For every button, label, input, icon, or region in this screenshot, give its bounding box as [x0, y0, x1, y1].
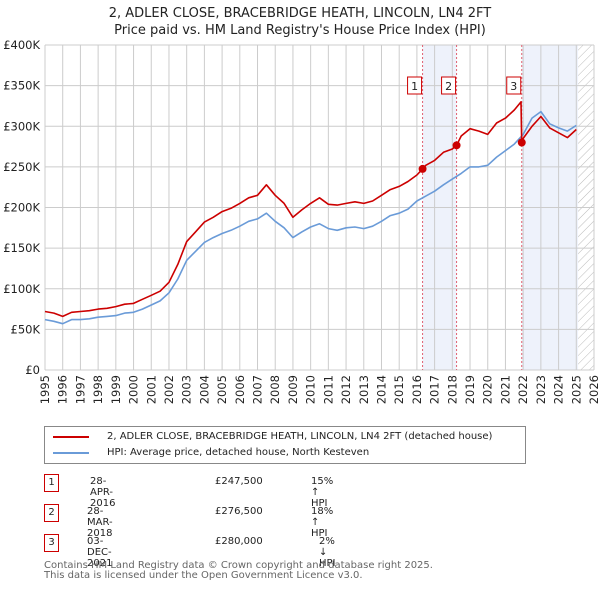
transaction-hpi-diff: 2% ↓ HPI	[319, 536, 336, 569]
y-tick-label: £250K	[3, 160, 40, 174]
transaction-badge: 2	[44, 504, 59, 522]
y-tick-label: £200K	[3, 201, 40, 215]
y-tick-label: £0	[25, 363, 40, 377]
property-price-line	[44, 101, 577, 318]
x-tick-label: 2021	[498, 375, 512, 404]
transaction-date: 03-DEC-2021	[87, 536, 113, 569]
footer: Contains HM Land Registry data © Crown c…	[44, 561, 433, 581]
y-tick-label: £50K	[11, 322, 41, 336]
x-tick-label: 2023	[534, 375, 548, 404]
sale-label: 2	[445, 80, 452, 93]
legend-label-hpi: HPI: Average price, detached house, Nort…	[107, 447, 370, 458]
footer-licence: This data is licensed under the Open Gov…	[44, 570, 363, 581]
sale-label: 1	[411, 80, 418, 93]
x-tick-label: 2016	[410, 375, 424, 404]
x-tick-label: 2011	[321, 375, 335, 404]
x-tick-label: 2020	[481, 375, 495, 404]
x-tick-label: 2000	[127, 375, 141, 404]
legend-label-property: 2, ADLER CLOSE, BRACEBRIDGE HEATH, LINCO…	[107, 431, 493, 442]
hpi-line	[44, 110, 577, 325]
x-tick-label: 2024	[552, 375, 566, 404]
x-tick-label: 2006	[233, 375, 247, 404]
x-tick-label: 2017	[428, 375, 442, 404]
x-tick-label: 2013	[357, 375, 371, 404]
x-tick-label: 2026	[587, 375, 600, 404]
transaction-hpi-diff: 18% ↑ HPI	[311, 506, 334, 539]
legend-swatch-hpi	[53, 451, 89, 454]
sale-label-box	[407, 76, 423, 95]
transaction-date: 28-APR-2016	[90, 476, 116, 509]
sale-point	[452, 141, 461, 150]
x-tick-label: 2004	[197, 375, 211, 404]
x-tick-label: 2002	[162, 375, 176, 404]
x-tick-label: 1998	[91, 375, 105, 404]
sale-point	[418, 164, 427, 173]
y-tick-label: £350K	[3, 79, 40, 93]
x-tick-label: 2005	[215, 375, 229, 404]
legend: 2, ADLER CLOSE, BRACEBRIDGE HEATH, LINCO…	[44, 426, 526, 464]
x-tick-label: 2009	[286, 375, 300, 404]
chart-title: 2, ADLER CLOSE, BRACEBRIDGE HEATH, LINCO…	[108, 6, 492, 21]
transaction-price: £280,000	[215, 536, 263, 547]
sale-point	[517, 138, 526, 147]
transaction-price: £247,500	[215, 476, 263, 487]
x-tick-label: 1999	[109, 375, 123, 404]
transaction-price: £276,500	[215, 506, 263, 517]
x-tick-label: 2022	[516, 375, 530, 404]
x-tick-label: 2014	[374, 375, 388, 404]
x-tick-label: 2015	[392, 375, 406, 404]
x-tick-label: 2018	[445, 375, 459, 404]
x-tick-label: 2003	[180, 375, 194, 404]
transaction-badge: 3	[44, 534, 59, 552]
footer-copyright: Contains HM Land Registry data © Crown c…	[44, 560, 433, 571]
sale-label-box	[506, 76, 522, 95]
y-tick-label: £300K	[3, 119, 40, 133]
legend-item-property: 2, ADLER CLOSE, BRACEBRIDGE HEATH, LINCO…	[53, 431, 492, 442]
x-tick-label: 2025	[569, 375, 583, 404]
x-tick-label: 2010	[304, 375, 318, 404]
y-tick-label: £100K	[3, 282, 40, 296]
x-tick-label: 2019	[463, 375, 477, 404]
sale-label-box	[441, 76, 457, 95]
transaction-hpi-diff: 15% ↑ HPI	[311, 476, 334, 509]
x-tick-label: 1995	[38, 375, 52, 404]
x-tick-label: 2001	[144, 375, 158, 404]
x-tick-label: 1996	[56, 375, 70, 404]
legend-swatch-property	[53, 435, 89, 438]
chart-subtitle: Price paid vs. HM Land Registry's House …	[114, 23, 486, 38]
x-tick-label: 2007	[251, 375, 265, 404]
x-tick-label: 1997	[73, 375, 87, 404]
transaction-date: 28-MAR-2018	[87, 506, 113, 539]
x-tick-label: 2012	[339, 375, 353, 404]
y-tick-label: £150K	[3, 241, 40, 255]
legend-item-hpi: HPI: Average price, detached house, Nort…	[53, 447, 369, 458]
sale-label: 3	[510, 80, 517, 93]
y-tick-label: £400K	[3, 38, 40, 52]
x-tick-label: 2008	[268, 375, 282, 404]
transaction-badge: 1	[44, 474, 59, 492]
